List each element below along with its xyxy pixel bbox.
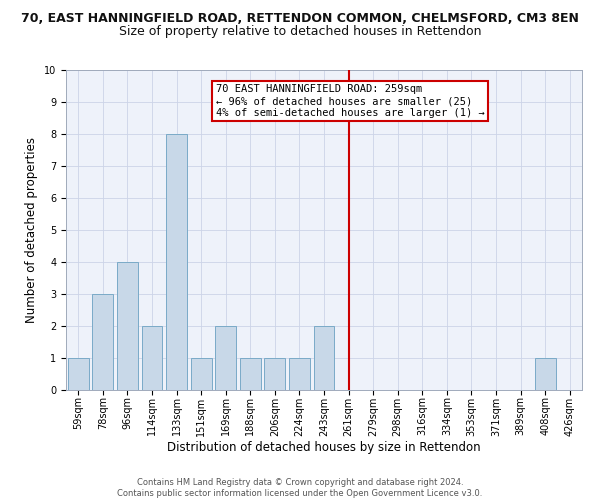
Bar xyxy=(191,358,212,390)
Bar xyxy=(265,358,286,390)
Bar xyxy=(289,358,310,390)
Bar xyxy=(142,326,163,390)
Y-axis label: Number of detached properties: Number of detached properties xyxy=(25,137,38,323)
X-axis label: Distribution of detached houses by size in Rettendon: Distribution of detached houses by size … xyxy=(167,441,481,454)
Bar xyxy=(166,134,187,390)
Bar xyxy=(240,358,261,390)
Bar xyxy=(215,326,236,390)
Text: Size of property relative to detached houses in Rettendon: Size of property relative to detached ho… xyxy=(119,25,481,38)
Bar xyxy=(92,294,113,390)
Bar xyxy=(314,326,334,390)
Text: Contains HM Land Registry data © Crown copyright and database right 2024.
Contai: Contains HM Land Registry data © Crown c… xyxy=(118,478,482,498)
Bar xyxy=(117,262,138,390)
Text: 70, EAST HANNINGFIELD ROAD, RETTENDON COMMON, CHELMSFORD, CM3 8EN: 70, EAST HANNINGFIELD ROAD, RETTENDON CO… xyxy=(21,12,579,26)
Bar xyxy=(68,358,89,390)
Bar xyxy=(535,358,556,390)
Text: 70 EAST HANNINGFIELD ROAD: 259sqm
← 96% of detached houses are smaller (25)
4% o: 70 EAST HANNINGFIELD ROAD: 259sqm ← 96% … xyxy=(216,84,485,117)
